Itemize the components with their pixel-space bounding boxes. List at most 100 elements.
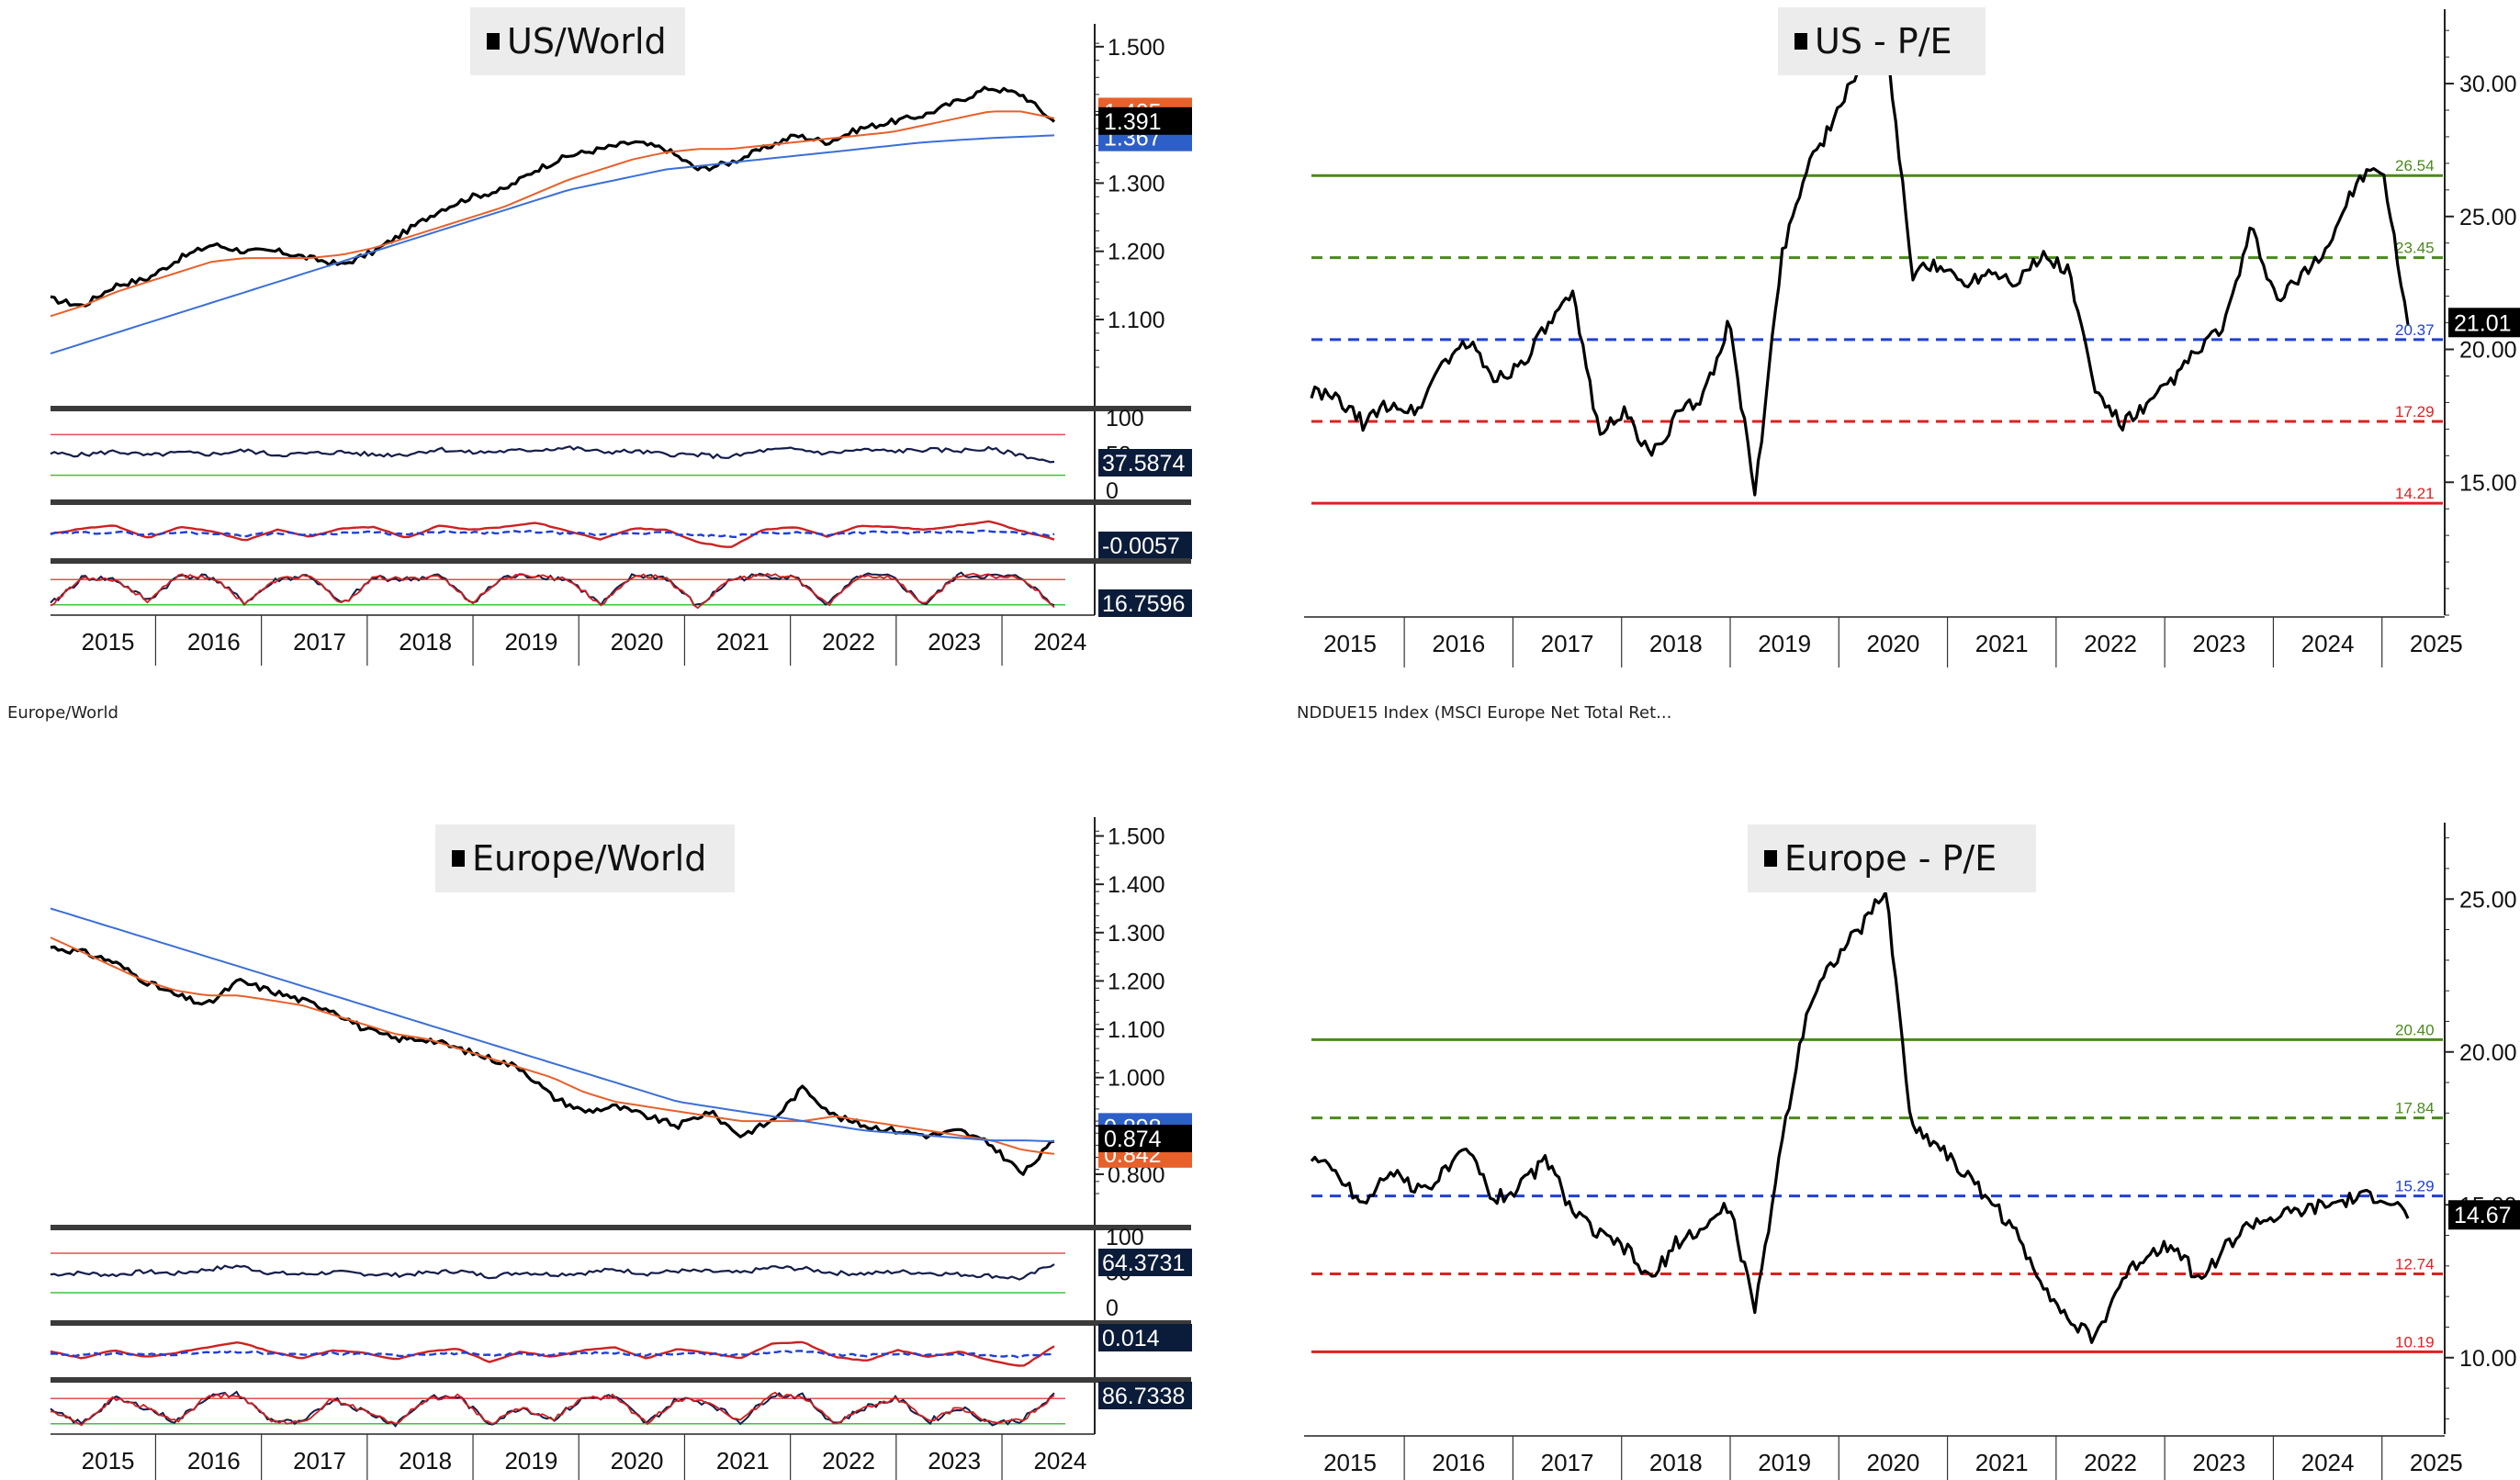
x-tick-label: 2015 — [1323, 1449, 1377, 1476]
x-tick-label: 2017 — [1541, 1449, 1594, 1476]
macd-signal — [50, 1350, 1055, 1359]
x-tick-label: 2021 — [716, 1447, 770, 1474]
macd-signal — [50, 529, 1055, 539]
y-tick-label: 1.000 — [1108, 1066, 1165, 1092]
pe-chart-3: 25.0020.0015.0010.0020.4017.8415.2912.74… — [1304, 823, 2520, 1480]
chart-title-box — [470, 7, 685, 75]
panel-tag — [1098, 532, 1192, 559]
value-tag — [2448, 308, 2520, 338]
rsi-line — [50, 1263, 1055, 1281]
y-tick-label: 25.00 — [2459, 887, 2517, 913]
series-line-1 — [50, 110, 1055, 318]
x-tick-label: 2016 — [187, 1447, 241, 1474]
panel-tag-label: -0.0057 — [1102, 533, 1180, 559]
y-tick-label: 15.00 — [2459, 470, 2517, 496]
level-label: 26.54 — [2395, 157, 2435, 174]
x-tick-label: 2020 — [611, 1447, 664, 1474]
y-tick-label: 1.100 — [1108, 308, 1165, 333]
x-tick-label: 2019 — [504, 628, 557, 656]
level-label: 17.84 — [2395, 1100, 2435, 1117]
value-tag — [1098, 1125, 1192, 1152]
y-tick-label: 1.500 — [1108, 35, 1165, 61]
x-tick-label: 2021 — [716, 628, 770, 656]
y-tick-label: 30.00 — [2459, 72, 2517, 97]
x-tick-label: 2017 — [1541, 630, 1594, 657]
x-tick-label: 2022 — [822, 628, 875, 656]
rsi-tick: 100 — [1106, 406, 1144, 432]
panel-separator — [51, 1225, 1191, 1230]
legend-square — [1764, 850, 1777, 867]
stoch-signal — [50, 572, 1055, 610]
panel-separator — [51, 406, 1191, 411]
x-tick-label: 2016 — [187, 628, 241, 656]
x-tick-label: 2024 — [1033, 1447, 1086, 1474]
value-tag-label: 1.391 — [1104, 109, 1162, 135]
level-label: 15.29 — [2395, 1178, 2435, 1195]
x-tick-label: 2018 — [1649, 1449, 1703, 1476]
legend-square — [452, 850, 465, 867]
panel-separator — [51, 558, 1191, 564]
level-label: 12.74 — [2395, 1256, 2435, 1273]
chart-title-box — [1778, 7, 1986, 75]
ratio-chart-0: 1.5001.4001.3001.2001.1001.4051.3671.391… — [50, 7, 1192, 666]
level-label: 20.40 — [2395, 1021, 2435, 1038]
x-tick-label: 2018 — [399, 1447, 452, 1474]
value-tag-label: 0.874 — [1104, 1127, 1162, 1152]
rsi-tick: 0 — [1106, 478, 1119, 504]
y-tick-label: 20.00 — [2459, 338, 2517, 364]
chart-title: Europe - P/E — [1784, 838, 1997, 879]
stoch-line — [50, 1390, 1055, 1428]
x-tick-label: 2019 — [1758, 1449, 1811, 1476]
level-label: 20.37 — [2395, 321, 2435, 339]
x-tick-label: 2023 — [2192, 1449, 2245, 1476]
chart-title: US - P/E — [1815, 21, 1952, 62]
value-tag-label: 14.67 — [2454, 1203, 2512, 1228]
ratio-chart-2: 1.5001.4001.3001.2001.1001.0000.9000.800… — [50, 817, 1192, 1480]
panel-tag — [1098, 1249, 1192, 1276]
x-tick-label: 2016 — [1432, 630, 1485, 657]
panel-separator — [51, 1320, 1191, 1326]
stoch-signal — [50, 1391, 1055, 1427]
caption-left: Europe/World — [7, 703, 118, 723]
series-line-0 — [50, 85, 1056, 308]
y-tick-label: 1.200 — [1108, 969, 1165, 994]
panel-tag — [1098, 449, 1192, 477]
level-label: 14.21 — [2395, 485, 2435, 502]
legend-square — [1794, 33, 1807, 50]
series-line-2 — [50, 907, 1055, 1143]
value-tag — [2448, 1200, 2520, 1230]
x-tick-label: 2022 — [822, 1447, 875, 1474]
x-tick-label: 2015 — [1323, 630, 1377, 657]
pe-line — [1310, 891, 2410, 1344]
chart-title-box — [435, 824, 735, 892]
x-tick-label: 2015 — [82, 628, 135, 656]
x-tick-label: 2024 — [1033, 628, 1086, 656]
value-tag — [1098, 107, 1192, 135]
x-tick-label: 2023 — [2192, 630, 2245, 657]
pe-line — [1310, 24, 2410, 497]
rsi-tick: 100 — [1106, 1225, 1144, 1250]
rsi-tick: 0 — [1106, 1295, 1119, 1321]
chart-title: US/World — [507, 21, 667, 62]
level-label: 17.29 — [2395, 403, 2435, 420]
y-tick-label: 1.300 — [1108, 921, 1165, 947]
x-tick-label: 2019 — [504, 1447, 557, 1474]
panel-tag — [1098, 589, 1192, 617]
x-tick-label: 2017 — [293, 628, 346, 656]
y-tick-label: 20.00 — [2459, 1040, 2517, 1066]
x-tick-label: 2020 — [611, 628, 664, 656]
caption-right: NDDUE15 Index (MSCI Europe Net Total Ret… — [1297, 703, 1671, 723]
x-tick-label: 2025 — [2410, 1449, 2463, 1476]
panel-tag — [1098, 1382, 1192, 1409]
chart-title-box — [1748, 824, 2036, 892]
x-tick-label: 2020 — [1867, 1449, 1920, 1476]
level-label: 10.19 — [2395, 1333, 2435, 1351]
x-tick-label: 2020 — [1867, 630, 1920, 657]
rsi-line — [50, 445, 1055, 464]
x-tick-label: 2025 — [2410, 630, 2463, 657]
y-tick-label: 1.200 — [1108, 240, 1165, 265]
x-tick-label: 2023 — [928, 628, 981, 656]
y-tick-label: 10.00 — [2459, 1346, 2517, 1372]
panel-separator — [51, 1377, 1191, 1383]
